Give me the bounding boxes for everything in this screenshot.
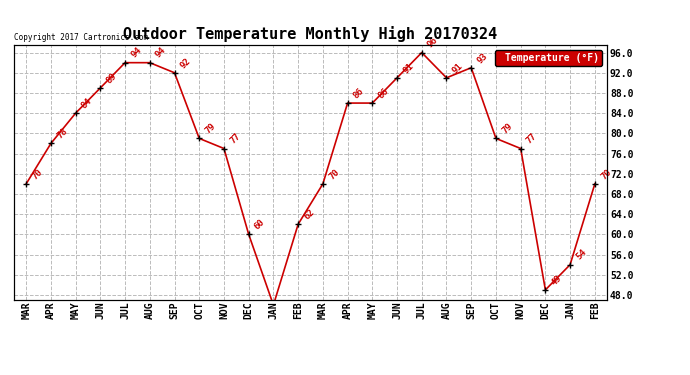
Text: 79: 79 xyxy=(204,122,217,136)
Text: 91: 91 xyxy=(401,61,415,75)
Text: 46: 46 xyxy=(0,374,1,375)
Text: 79: 79 xyxy=(500,122,514,136)
Text: 96: 96 xyxy=(426,36,440,50)
Text: 94: 94 xyxy=(154,46,168,60)
Text: 49: 49 xyxy=(549,273,564,287)
Text: 84: 84 xyxy=(80,96,94,110)
Text: 86: 86 xyxy=(377,86,391,100)
Text: 54: 54 xyxy=(574,248,589,262)
Text: 77: 77 xyxy=(525,132,539,146)
Text: 89: 89 xyxy=(104,71,119,85)
Text: 70: 70 xyxy=(599,167,613,181)
Text: 62: 62 xyxy=(302,207,316,222)
Text: 92: 92 xyxy=(179,56,193,70)
Text: 91: 91 xyxy=(451,61,464,75)
Text: 77: 77 xyxy=(228,132,242,146)
Text: 70: 70 xyxy=(327,167,341,181)
Text: 93: 93 xyxy=(475,51,489,65)
Text: 78: 78 xyxy=(55,127,69,141)
Text: 60: 60 xyxy=(253,217,267,232)
Text: 94: 94 xyxy=(129,46,144,60)
Text: 86: 86 xyxy=(352,86,366,100)
Title: Outdoor Temperature Monthly High 20170324: Outdoor Temperature Monthly High 2017032… xyxy=(124,27,497,42)
Text: 70: 70 xyxy=(30,167,44,181)
Text: Copyright 2017 Cartronics.com: Copyright 2017 Cartronics.com xyxy=(14,33,148,42)
Legend: Temperature (°F): Temperature (°F) xyxy=(495,50,602,66)
